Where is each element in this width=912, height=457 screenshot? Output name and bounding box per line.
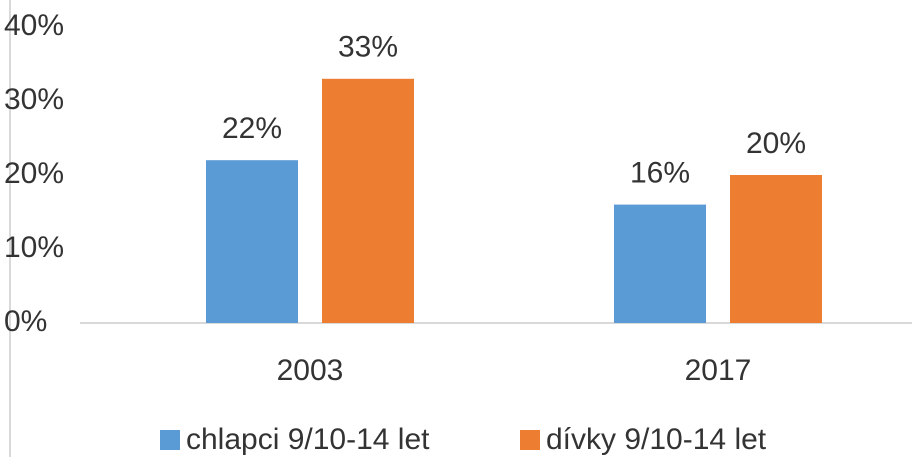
y-tick-label: 10% bbox=[4, 231, 64, 264]
bar bbox=[322, 78, 414, 323]
y-tick-label: 0% bbox=[4, 305, 47, 338]
legend-swatch bbox=[520, 430, 540, 450]
data-label: 16% bbox=[630, 157, 690, 190]
y-tick-label: 20% bbox=[4, 157, 64, 190]
x-tick-label: 2017 bbox=[685, 354, 752, 387]
bar bbox=[730, 175, 822, 323]
legend-swatch bbox=[160, 430, 180, 450]
data-label: 33% bbox=[338, 31, 398, 64]
bar bbox=[614, 204, 706, 323]
data-label: 20% bbox=[746, 127, 806, 160]
y-tick-label: 30% bbox=[4, 83, 64, 116]
legend-label: dívky 9/10-14 let bbox=[546, 423, 767, 456]
data-label: 22% bbox=[222, 112, 282, 145]
y-tick-label: 40% bbox=[4, 9, 64, 42]
legend-label: chlapci 9/10-14 let bbox=[186, 423, 430, 456]
bar bbox=[206, 160, 298, 323]
x-tick-label: 2003 bbox=[277, 354, 344, 387]
